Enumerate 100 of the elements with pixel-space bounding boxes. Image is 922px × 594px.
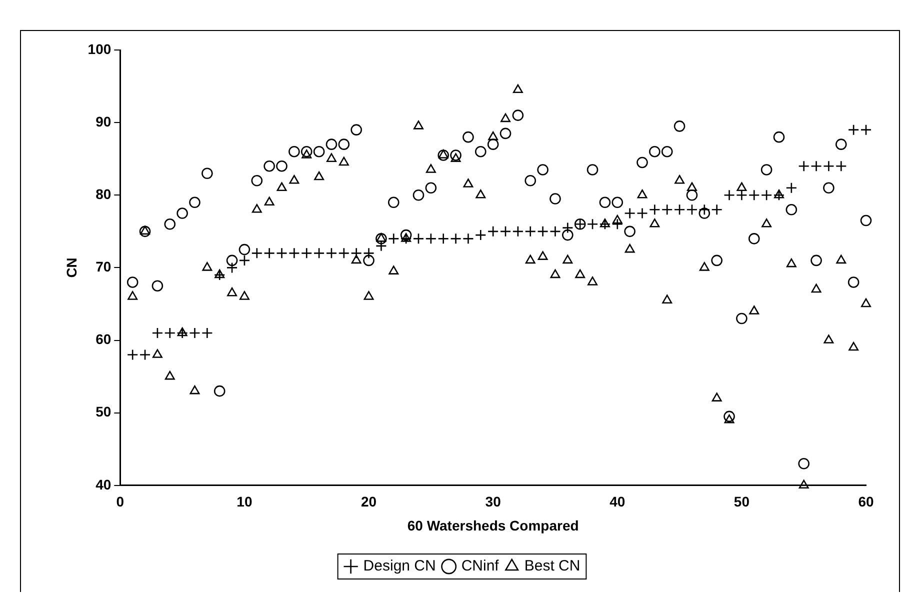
point [177,327,188,336]
point [835,138,847,150]
point [239,291,250,300]
point [376,233,386,242]
point [762,218,772,228]
x-tick-label: 40 [610,494,626,510]
point [674,174,685,184]
y-tick-label: 40 [96,476,112,492]
point [662,294,672,304]
point [698,208,710,219]
point [476,189,486,198]
point [313,146,325,158]
point [786,182,798,194]
point [214,269,225,278]
point [388,196,400,208]
point [562,254,573,264]
y-tick-label: 70 [96,258,112,275]
point [227,287,238,296]
point [450,150,462,161]
point [276,160,288,172]
point [238,244,250,256]
point [326,153,336,162]
y-axis-title: CN [63,258,80,278]
point [189,196,200,208]
x-tick-label: 60 [858,494,874,510]
point [388,233,400,244]
point [836,254,846,264]
point [612,214,622,224]
x-tick-label: 50 [734,494,750,510]
point [412,189,424,201]
legend-label: Design CN [363,558,436,575]
point [798,458,810,470]
point [176,208,188,219]
point [450,153,461,162]
x-tick-label: 10 [236,494,252,510]
point [500,128,512,140]
point [786,204,798,216]
point [139,226,151,238]
point [686,204,698,216]
point [264,160,275,172]
point [300,146,312,158]
point [425,182,437,194]
point [586,218,598,230]
point [289,174,300,184]
point [314,171,324,180]
point [164,370,175,380]
point [575,269,586,278]
x-axis-title: 60 Watersheds Compared [407,517,579,534]
point [302,150,312,158]
point [338,138,350,150]
point [128,291,138,300]
point [661,146,673,158]
point [475,229,486,241]
point [252,204,262,213]
point [811,284,822,293]
point [724,414,734,424]
point [600,218,610,228]
point [773,131,785,143]
point [326,248,338,259]
point [537,226,548,238]
point [152,327,164,339]
point [350,124,362,136]
point [835,160,847,172]
point [264,196,274,206]
point [686,182,697,192]
point [599,196,611,208]
point [748,189,760,201]
point [823,182,834,194]
point [164,218,176,230]
point [649,146,660,158]
point [401,233,412,242]
point [388,266,399,274]
point [338,248,350,259]
point [712,392,722,402]
point [426,164,436,173]
point [412,233,424,244]
point [189,327,200,339]
point [512,110,524,121]
point [824,334,834,344]
point [463,178,474,188]
point [164,327,176,339]
point [425,233,437,244]
point [861,298,871,308]
point [525,254,536,264]
point [414,120,424,130]
point [538,251,548,260]
point [152,349,162,358]
point [500,226,512,238]
point [512,84,523,94]
point [686,189,698,201]
point [126,349,138,360]
y-tick-label: 90 [96,113,112,130]
point [636,156,648,168]
y-tick-label: 50 [96,404,112,420]
legend-label: Best CN [524,558,580,575]
point [711,254,722,266]
point [190,385,200,394]
point [202,168,213,180]
point [226,254,238,266]
point [462,131,474,143]
